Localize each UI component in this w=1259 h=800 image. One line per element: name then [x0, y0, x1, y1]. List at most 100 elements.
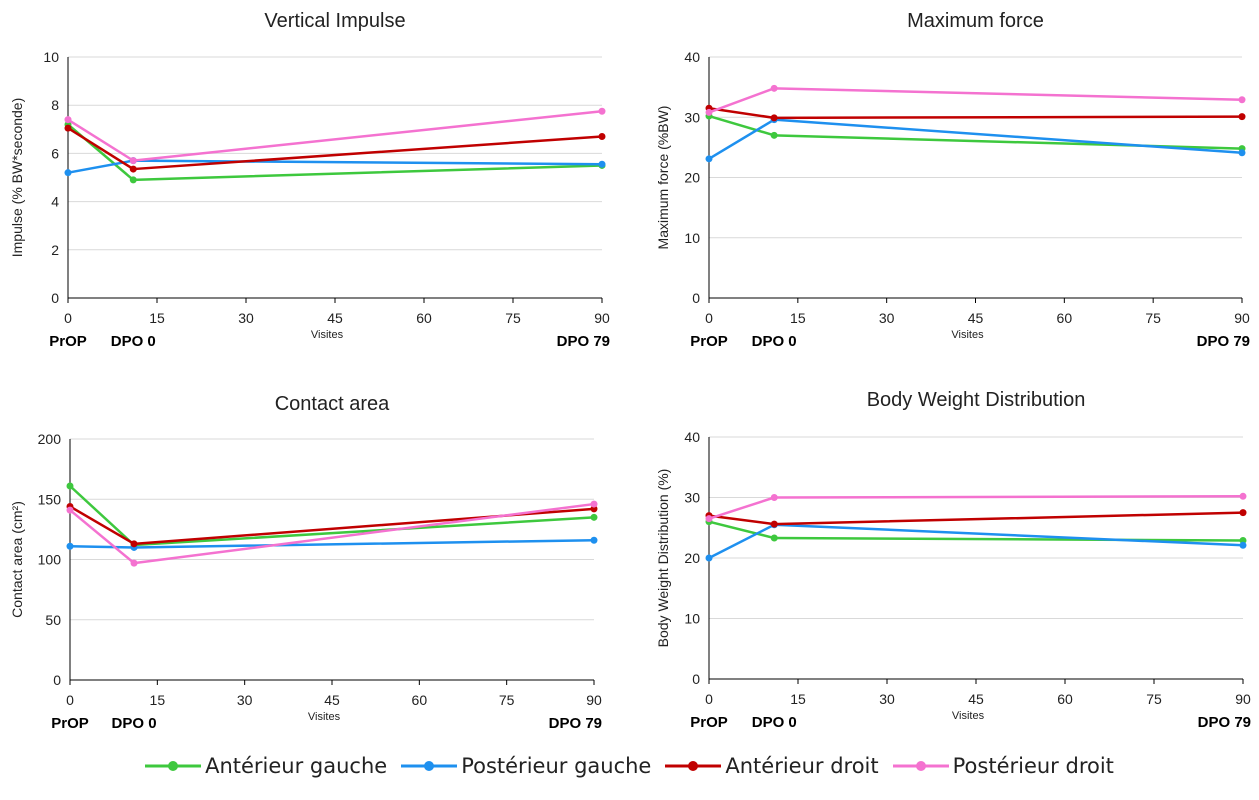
data-point [129, 176, 137, 184]
data-point [1238, 113, 1246, 121]
y-tick-label: 30 [684, 109, 700, 125]
chart-title: Maximum force [907, 10, 1044, 32]
x-tick-label: 60 [416, 310, 432, 326]
x-tick-label: 75 [505, 310, 521, 326]
data-point [1239, 536, 1247, 544]
data-point [705, 554, 713, 562]
chart-panel-3: Contact area 0 50 100 150 200 0 15 30 45 60 75 90 Vis… [9, 393, 602, 732]
visit-label: DPO 0 [752, 714, 797, 731]
data-point [1238, 96, 1246, 104]
y-tick-label: 40 [684, 49, 700, 65]
x-tick-label: 90 [594, 310, 610, 326]
visit-label: PrOP [49, 333, 87, 350]
visit-label: DPO 0 [111, 333, 156, 350]
series-line-2 [708, 118, 1243, 160]
y-tick-label: 2 [51, 242, 59, 258]
x-tick-label: 90 [586, 692, 602, 708]
y-tick-label: 30 [684, 490, 700, 506]
chart-panel-1: Vertical Impulse 0 2 4 6 8 10 0 15 30 45 60 75 90 Visi… [9, 10, 610, 350]
data-point [129, 157, 137, 165]
x-tick-label: 90 [1235, 691, 1251, 707]
y-tick-label: 50 [45, 612, 61, 628]
y-tick-label: 100 [38, 552, 62, 568]
y-tick-label: 20 [684, 170, 700, 186]
y-tick-label: 10 [684, 611, 700, 627]
y-tick-label: 4 [51, 194, 59, 210]
data-point [1238, 149, 1246, 157]
x-tick-label: 45 [968, 691, 984, 707]
x-tick-label: 15 [790, 691, 806, 707]
data-point [66, 506, 74, 514]
x-tick-label: 0 [66, 692, 74, 708]
chart-panel-2: Maximum force 0 10 20 30 40 0 15 30 45 60 75 90 Visit… [655, 10, 1250, 350]
y-tick-label: 200 [38, 431, 62, 447]
y-tick-label: 10 [684, 230, 700, 246]
legend-swatch [401, 761, 458, 771]
legend-swatch [145, 761, 202, 771]
chart-panel-4: Body Weight Distribution 0 10 20 30 40 0 15 30 45… [655, 389, 1251, 731]
chart-title: Vertical Impulse [264, 10, 405, 32]
data-point [598, 107, 606, 115]
data-point [64, 116, 72, 124]
visit-label: DPO 79 [557, 333, 610, 350]
x-tick-label: 75 [499, 692, 515, 708]
data-point [770, 131, 778, 139]
legend-label: Antérieur gauche [205, 754, 388, 778]
y-tick-label: 0 [51, 290, 59, 306]
x-tick-label: 30 [879, 310, 895, 326]
data-point [590, 505, 598, 513]
y-tick-label: 40 [684, 429, 700, 445]
visit-label: DPO 79 [549, 715, 602, 732]
series-line-2 [708, 523, 1244, 560]
visit-label: PrOP [51, 715, 89, 732]
data-point [1239, 541, 1247, 549]
data-point [598, 133, 606, 141]
y-axis-label: Contact area (cm²) [9, 501, 25, 618]
series-line-4 [708, 87, 1243, 114]
data-point [130, 540, 138, 548]
y-tick-label: 6 [51, 145, 59, 161]
data-point [590, 536, 598, 544]
visit-label: DPO 0 [112, 715, 157, 732]
x-axis-label: Visites [308, 711, 341, 723]
x-tick-label: 0 [705, 691, 713, 707]
y-tick-label: 20 [684, 550, 700, 566]
chart-title: Body Weight Distribution [867, 389, 1086, 411]
data-point [129, 165, 137, 173]
x-tick-label: 30 [879, 691, 895, 707]
data-point [590, 500, 598, 508]
x-axis-label: Visites [311, 329, 344, 341]
x-tick-label: 15 [790, 310, 806, 326]
x-tick-label: 15 [150, 692, 166, 708]
y-axis-label: Maximum force (%BW) [655, 106, 671, 250]
data-point [705, 108, 713, 116]
x-tick-label: 60 [1057, 691, 1073, 707]
y-tick-label: 10 [43, 49, 59, 65]
x-tick-label: 0 [64, 310, 72, 326]
legend-swatch [892, 761, 949, 771]
x-tick-label: 45 [327, 310, 343, 326]
visit-label: DPO 0 [752, 333, 797, 350]
x-axis-label: Visites [951, 329, 984, 341]
x-axis-label: Visites [952, 710, 985, 722]
y-tick-label: 0 [692, 671, 700, 687]
visit-label: DPO 79 [1197, 333, 1250, 350]
legend-label: Antérieur droit [725, 754, 879, 778]
series-line-3 [708, 106, 1243, 120]
data-point [66, 482, 74, 490]
y-tick-label: 150 [38, 491, 62, 507]
data-point [598, 160, 606, 168]
series-line-1 [67, 123, 603, 182]
data-point [770, 84, 778, 92]
data-point [64, 169, 72, 177]
chart-title: Contact area [275, 393, 390, 415]
legend: Antérieur gauche Postérieur gauche Antérie… [0, 746, 1259, 786]
visit-label: PrOP [690, 333, 728, 350]
x-tick-label: 90 [1234, 310, 1250, 326]
data-point [1239, 492, 1247, 500]
legend-item: Postérieur droit [892, 754, 1114, 778]
y-axis-label: Impulse (% BW*seconde) [9, 98, 25, 258]
data-point [130, 559, 138, 567]
legend-label: Postérieur droit [952, 754, 1114, 778]
